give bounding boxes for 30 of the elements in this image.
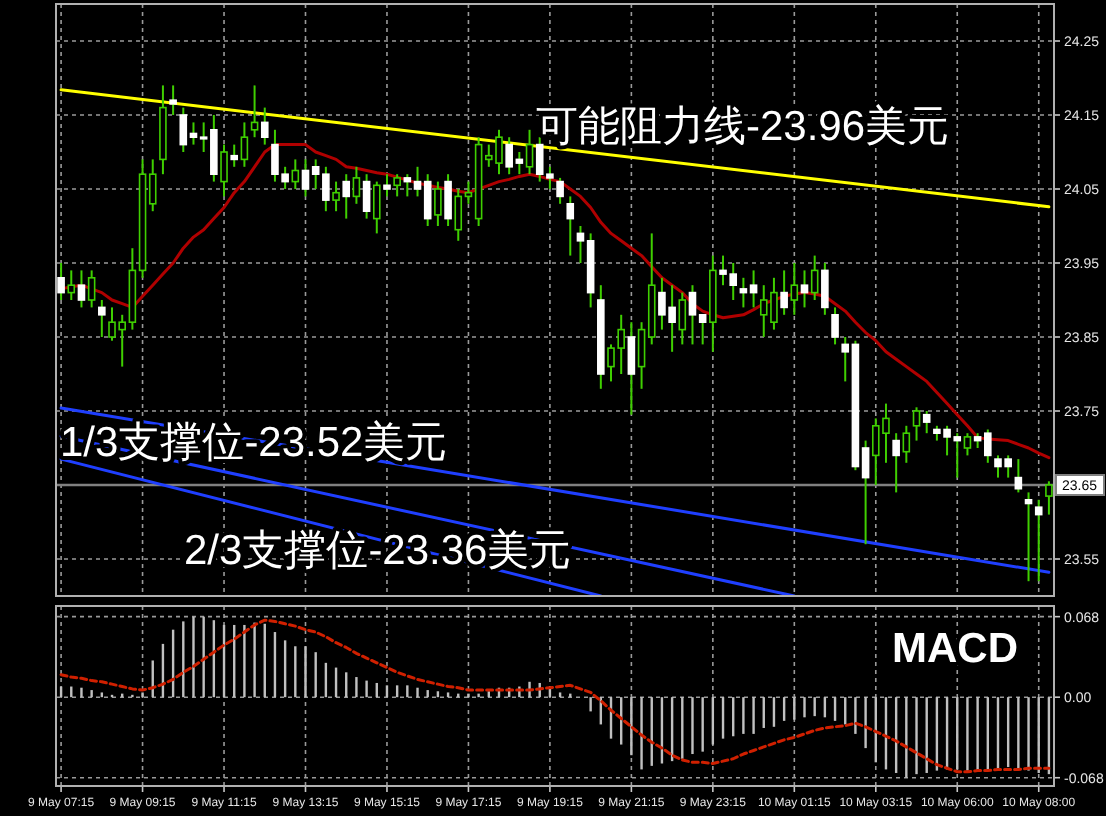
candlestick (566, 195, 575, 257)
candlestick (678, 291, 687, 346)
annotation: MACD (892, 626, 1018, 672)
candlestick (1045, 480, 1053, 516)
candlestick (790, 262, 799, 316)
candlestick (332, 180, 340, 213)
candlestick (67, 269, 76, 301)
candlestick (902, 424, 911, 464)
candlestick (831, 306, 839, 346)
candlestick (250, 84, 259, 139)
line-series (59, 143, 1051, 460)
candlestick (169, 84, 177, 116)
candlestick (372, 180, 381, 235)
line-series (59, 618, 1051, 774)
candlestick (1024, 491, 1033, 583)
candlestick (393, 173, 401, 198)
candlestick (87, 269, 96, 309)
candlestick (912, 406, 921, 442)
annotation: 可能阻力线-23.96美元 (536, 104, 950, 150)
candlestick (1034, 498, 1043, 583)
candlestick (220, 143, 228, 198)
candlestick (434, 180, 442, 227)
candlestick (1014, 458, 1023, 494)
candlestick (525, 128, 534, 176)
candlestick (98, 299, 106, 338)
candlestick (240, 121, 249, 168)
candlestick (556, 176, 564, 205)
candlestick (810, 254, 819, 301)
candlestick (352, 165, 361, 205)
candlestick (963, 432, 972, 457)
